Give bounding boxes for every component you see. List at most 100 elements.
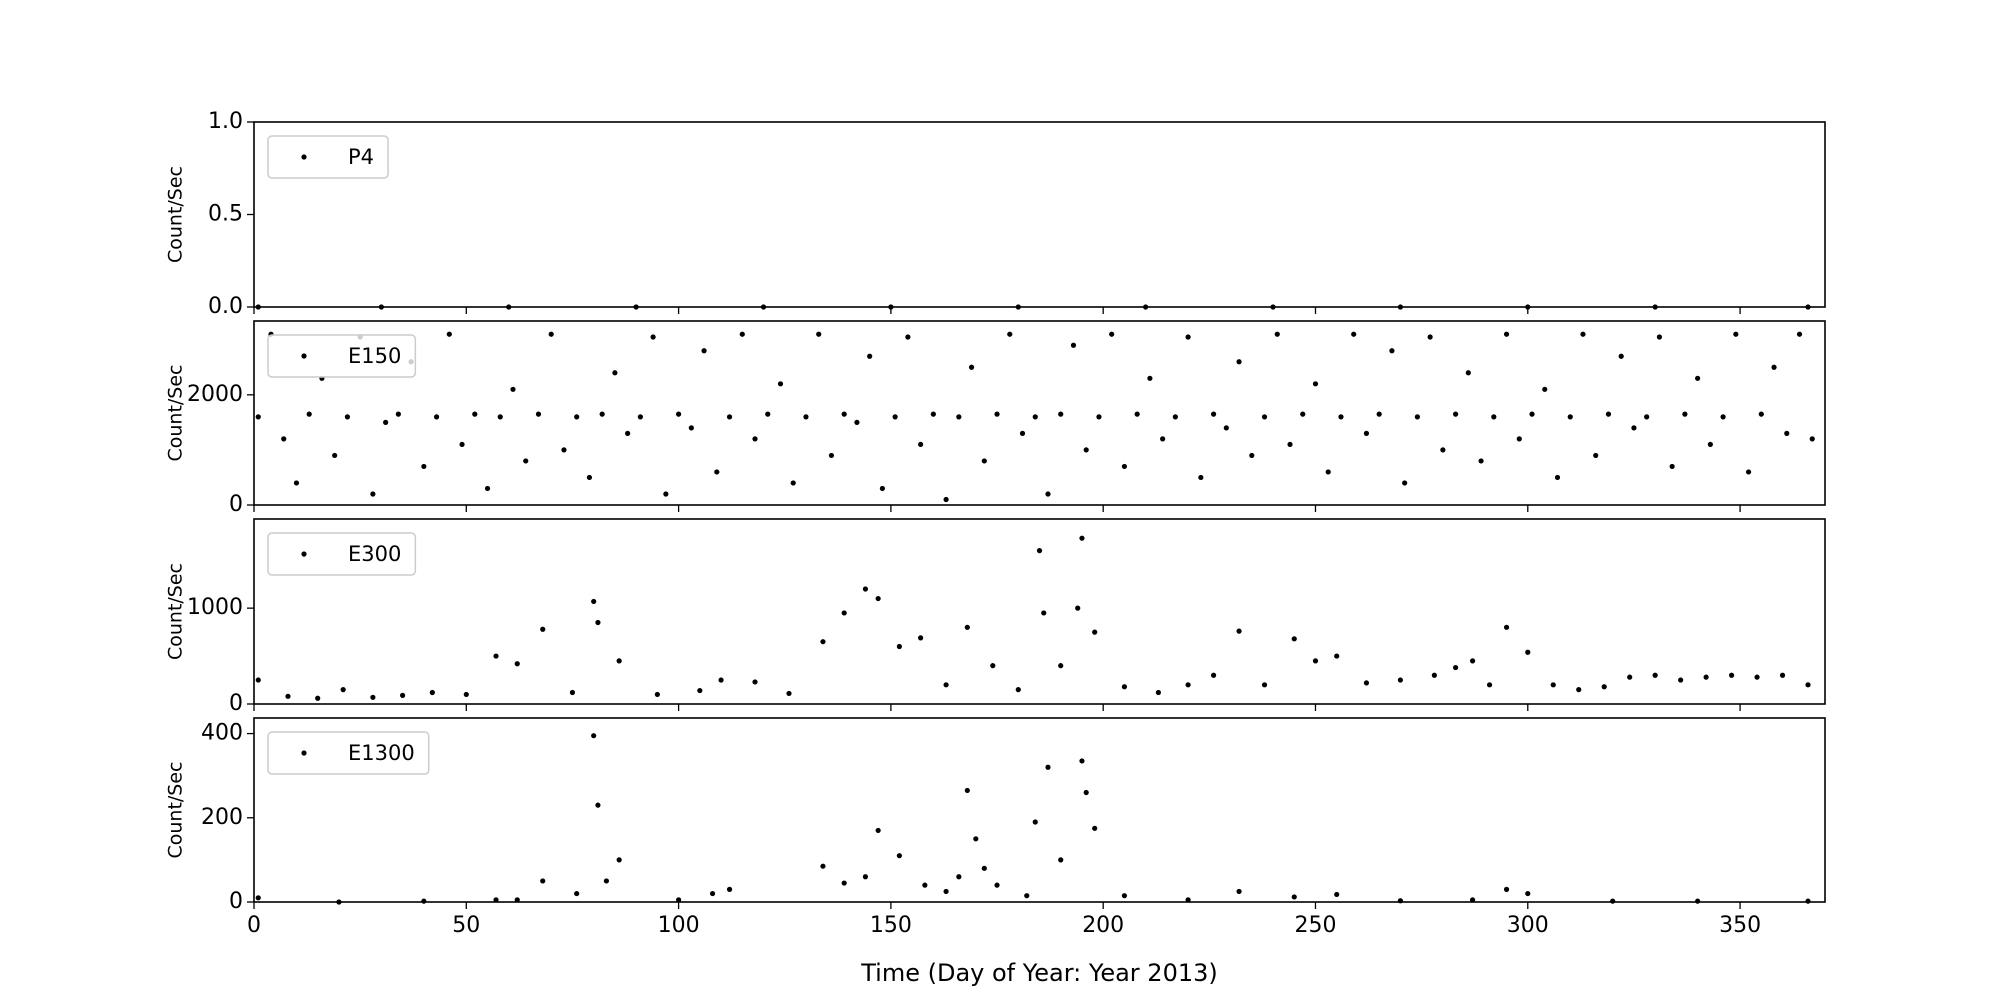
data-point xyxy=(1134,411,1140,417)
data-point xyxy=(943,496,949,503)
data-point xyxy=(875,595,881,602)
data-point xyxy=(446,331,452,337)
data-point xyxy=(497,414,503,420)
data-point xyxy=(484,485,491,492)
data-point xyxy=(574,414,580,420)
y-axis-label: Count/Sec xyxy=(165,166,187,263)
data-point xyxy=(1478,458,1484,464)
x-tick-label: 250 xyxy=(1294,913,1336,938)
y-tick-label: 1000 xyxy=(187,595,243,620)
data-point xyxy=(1610,898,1616,904)
data-point xyxy=(637,414,643,420)
data-point xyxy=(1376,411,1382,417)
data-point xyxy=(1469,658,1476,664)
legend-label: E1300 xyxy=(348,741,415,765)
x-axis-label: Time (Day of Year: Year 2013) xyxy=(860,959,1218,987)
data-point xyxy=(896,853,902,859)
data-point xyxy=(1542,386,1548,392)
x-tick-label: 50 xyxy=(452,913,480,938)
plot-frame xyxy=(253,518,1826,705)
data-point xyxy=(918,635,924,641)
data-point xyxy=(1580,331,1586,337)
data-point xyxy=(612,370,618,376)
data-point xyxy=(255,414,261,420)
data-point xyxy=(306,411,312,417)
data-point xyxy=(1656,334,1663,340)
data-point xyxy=(790,480,796,486)
data-point xyxy=(854,419,860,425)
data-point xyxy=(1503,331,1510,337)
data-point xyxy=(561,447,567,453)
data-point xyxy=(1160,436,1166,442)
data-point xyxy=(1465,370,1471,376)
y-axis-label: Count/Sec xyxy=(165,761,187,858)
data-point xyxy=(1036,548,1043,554)
data-point xyxy=(943,888,949,895)
data-point xyxy=(675,897,682,903)
data-point xyxy=(726,886,733,892)
y-tick-label: 0 xyxy=(229,889,243,914)
data-point xyxy=(395,411,401,417)
plot-frame xyxy=(253,717,1826,903)
data-point xyxy=(1291,894,1297,900)
data-point xyxy=(1427,334,1433,340)
data-point xyxy=(663,491,669,497)
data-point xyxy=(1079,758,1085,764)
x-tick-label: 350 xyxy=(1719,913,1761,938)
data-point xyxy=(1236,888,1242,895)
data-point xyxy=(1601,684,1607,690)
legend-label: E300 xyxy=(348,542,401,566)
data-point xyxy=(616,658,622,664)
data-point xyxy=(1525,649,1531,655)
legend-box xyxy=(267,731,430,775)
data-point xyxy=(650,334,656,340)
data-point xyxy=(1550,682,1556,688)
data-point xyxy=(1631,425,1637,431)
data-point xyxy=(701,348,707,354)
data-point xyxy=(1669,463,1675,470)
data-point xyxy=(493,897,499,903)
data-point xyxy=(315,695,321,701)
data-point xyxy=(816,331,822,337)
data-point xyxy=(1185,897,1191,903)
data-point xyxy=(1644,414,1650,420)
data-point xyxy=(1172,414,1178,420)
data-point xyxy=(281,436,287,442)
data-point xyxy=(595,802,601,808)
data-point xyxy=(1075,605,1081,611)
data-point xyxy=(1274,331,1280,337)
data-point xyxy=(1503,624,1510,630)
legend-label: E150 xyxy=(348,344,401,368)
plot-frame xyxy=(253,320,1826,506)
data-point xyxy=(1070,342,1077,348)
data-point xyxy=(1652,672,1658,678)
data-point xyxy=(990,663,996,669)
data-point xyxy=(383,419,389,425)
data-point xyxy=(1618,353,1624,359)
data-point xyxy=(1045,491,1051,497)
data-point xyxy=(654,691,660,698)
data-point xyxy=(1121,684,1128,690)
data-point xyxy=(1440,447,1446,453)
data-point xyxy=(540,626,546,632)
data-point xyxy=(1261,682,1268,688)
data-point xyxy=(1363,680,1370,686)
data-point xyxy=(1121,463,1128,470)
data-point xyxy=(1024,893,1030,899)
data-point xyxy=(956,874,962,880)
data-point xyxy=(1695,375,1701,381)
data-point xyxy=(1525,890,1531,897)
data-point xyxy=(1745,469,1752,475)
data-point xyxy=(981,865,987,871)
data-point xyxy=(433,414,440,420)
data-point xyxy=(994,411,1000,417)
data-point xyxy=(956,414,962,420)
data-point xyxy=(709,890,716,897)
data-point xyxy=(820,639,826,645)
y-axis-label: Count/Sec xyxy=(165,563,187,660)
data-point xyxy=(1627,674,1633,680)
data-point xyxy=(1389,348,1395,354)
data-point xyxy=(875,827,881,834)
data-point xyxy=(1198,474,1204,481)
y-tick-label: 2000 xyxy=(187,382,243,407)
